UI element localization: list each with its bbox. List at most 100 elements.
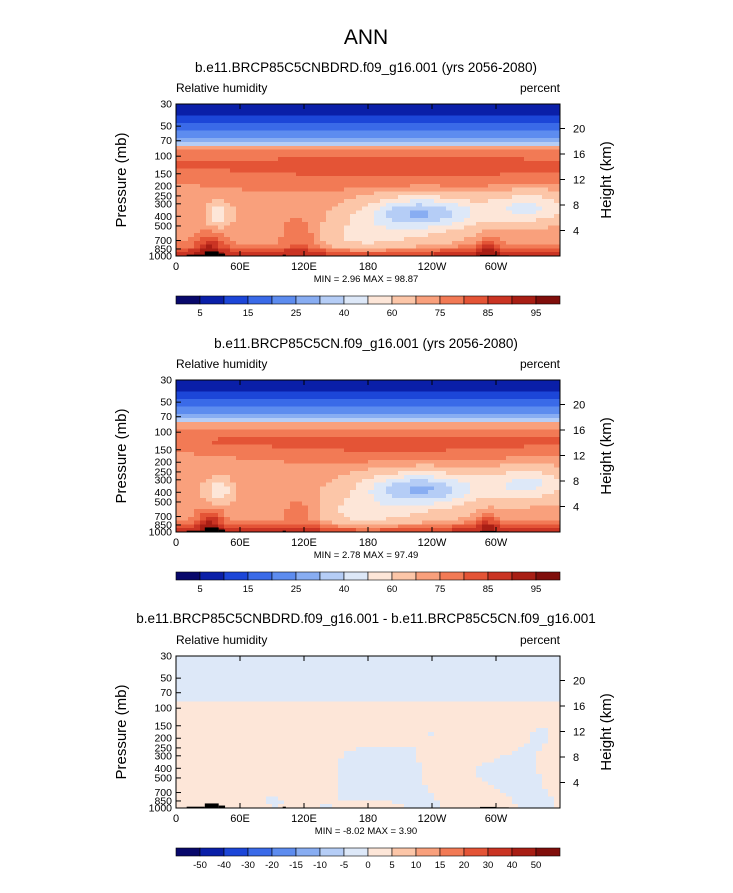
contour-cell bbox=[362, 115, 368, 119]
contour-cell bbox=[386, 222, 392, 226]
contour-cell bbox=[536, 502, 542, 506]
contour-cell bbox=[434, 207, 440, 211]
contour-cell bbox=[434, 418, 440, 422]
contour-cell bbox=[314, 112, 320, 116]
contour-cell bbox=[218, 407, 224, 411]
contour-cell bbox=[476, 210, 482, 214]
contour-cell bbox=[194, 517, 200, 521]
contour-cell bbox=[530, 433, 536, 437]
contour-cell bbox=[422, 165, 428, 169]
contour-cell bbox=[524, 214, 530, 218]
contour-cell bbox=[188, 380, 194, 384]
contour-cell bbox=[230, 203, 236, 207]
contour-cell bbox=[212, 452, 218, 456]
contour-cell bbox=[452, 460, 458, 464]
contour-cell bbox=[242, 131, 248, 135]
contour-cell bbox=[542, 157, 548, 161]
contour-cell bbox=[230, 422, 236, 426]
contour-cell bbox=[356, 123, 362, 127]
contour-cell bbox=[314, 161, 320, 165]
contour-cell bbox=[230, 437, 236, 441]
contour-cell bbox=[482, 172, 488, 176]
contour-cell bbox=[422, 123, 428, 127]
contour-cell bbox=[380, 245, 386, 249]
contour-cell bbox=[200, 517, 206, 521]
contour-cell bbox=[230, 218, 236, 222]
contour-cell bbox=[272, 131, 278, 135]
contour-cell bbox=[200, 233, 206, 237]
contour-cell bbox=[452, 180, 458, 184]
contour-cell bbox=[464, 153, 470, 157]
contour-cell bbox=[182, 414, 188, 418]
contour-cell bbox=[518, 380, 524, 384]
contour-cell bbox=[374, 464, 380, 468]
contour-cell bbox=[296, 191, 302, 195]
contour-cell bbox=[404, 414, 410, 418]
contour-cell bbox=[488, 490, 494, 494]
contour-cell bbox=[530, 112, 536, 116]
contour-cell bbox=[362, 127, 368, 131]
contour-cell bbox=[290, 214, 296, 218]
contour-cell bbox=[446, 195, 452, 199]
contour-cell bbox=[212, 169, 218, 173]
contour-cell bbox=[542, 127, 548, 131]
contour-cell bbox=[350, 134, 356, 138]
contour-cell bbox=[410, 207, 416, 211]
contour-cell bbox=[518, 437, 524, 441]
contour-cell bbox=[446, 165, 452, 169]
contour-cell bbox=[248, 218, 254, 222]
contour-cell bbox=[224, 505, 230, 509]
contour-cell bbox=[218, 203, 224, 207]
contour-cell bbox=[254, 403, 260, 407]
contour-cell bbox=[248, 233, 254, 237]
contour-cell bbox=[326, 161, 332, 165]
contour-cell bbox=[434, 138, 440, 142]
contour-cell bbox=[374, 218, 380, 222]
contour-cell bbox=[260, 184, 266, 188]
contour-cell bbox=[266, 222, 272, 226]
contour-cell bbox=[428, 112, 434, 116]
contour-cell bbox=[362, 513, 368, 517]
contour-cell bbox=[314, 399, 320, 403]
contour-cell bbox=[248, 494, 254, 498]
contour-cell bbox=[314, 210, 320, 214]
contour-cell bbox=[278, 475, 284, 479]
contour-cell bbox=[464, 460, 470, 464]
contour-cell bbox=[278, 403, 284, 407]
contour-cell bbox=[434, 248, 440, 252]
contour-cell bbox=[176, 391, 182, 395]
contour-cell bbox=[524, 222, 530, 226]
contour-cell bbox=[236, 161, 242, 165]
contour-cell bbox=[536, 161, 542, 165]
colorbar-swatch bbox=[416, 296, 440, 304]
contour-cell bbox=[284, 138, 290, 142]
contour-cell bbox=[386, 150, 392, 154]
contour-cell bbox=[218, 391, 224, 395]
contour-cell bbox=[392, 241, 398, 245]
contour-cell bbox=[218, 479, 224, 483]
contour-cell bbox=[284, 475, 290, 479]
contour-cell bbox=[398, 127, 404, 131]
contour-cell bbox=[554, 188, 560, 192]
contour-cell bbox=[530, 115, 536, 119]
contour-cell bbox=[398, 467, 404, 471]
contour-cell bbox=[206, 218, 212, 222]
contour-cell bbox=[542, 150, 548, 154]
contour-cell bbox=[200, 426, 206, 430]
contour-cell bbox=[344, 153, 350, 157]
contour-cell bbox=[458, 422, 464, 426]
contour-cell bbox=[506, 467, 512, 471]
contour-cell bbox=[350, 199, 356, 203]
contour-cell bbox=[500, 467, 506, 471]
contour-cell bbox=[194, 452, 200, 456]
contour-cell bbox=[320, 245, 326, 249]
contour-cell bbox=[356, 380, 362, 384]
contour-cell bbox=[314, 123, 320, 127]
contour-cell bbox=[530, 418, 536, 422]
contour-cell bbox=[320, 502, 326, 506]
contour-cell bbox=[272, 127, 278, 131]
contour-cell bbox=[350, 165, 356, 169]
contour-cell bbox=[356, 165, 362, 169]
contour-cell bbox=[176, 176, 182, 180]
contour-cell bbox=[284, 517, 290, 521]
